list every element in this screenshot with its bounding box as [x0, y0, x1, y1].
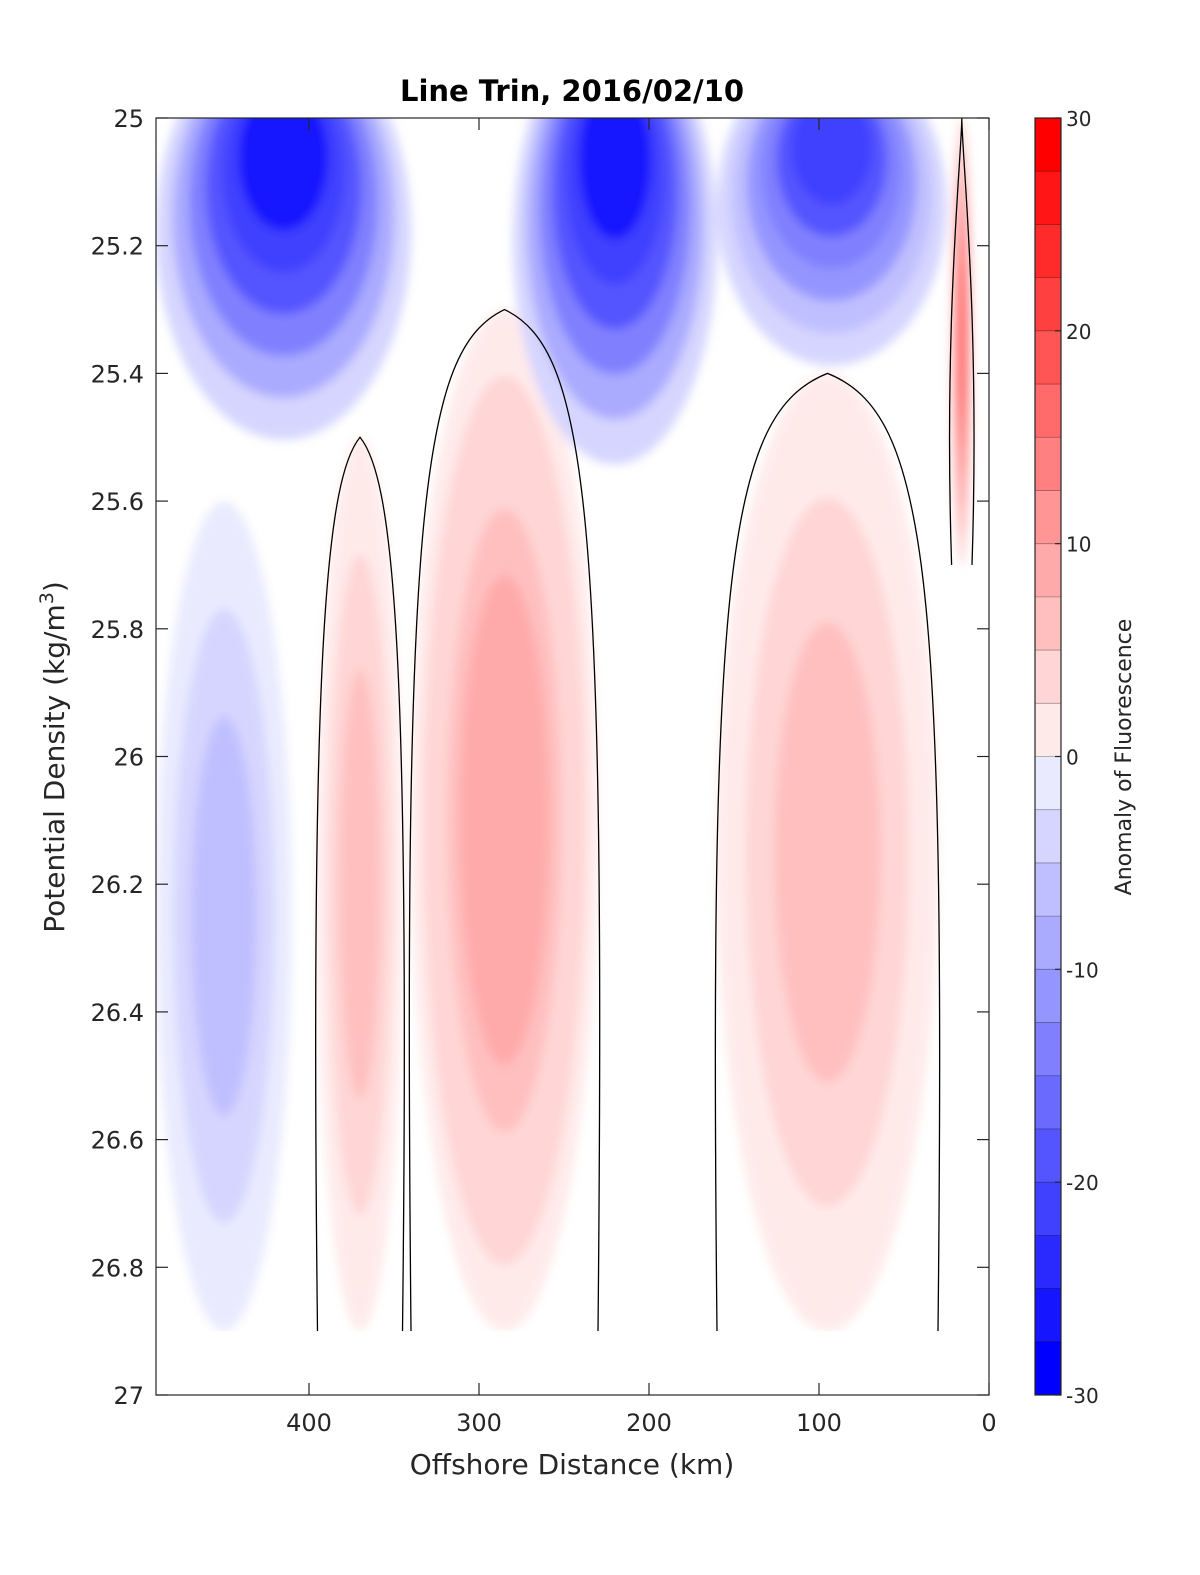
- y-tick-label: 25.8: [91, 616, 144, 644]
- zero-contour-lines: [314, 118, 975, 1332]
- colorbar-segment: [1035, 1341, 1061, 1396]
- anomaly-region-nearshore-positive-level-6: [958, 263, 966, 420]
- x-tick-label: 0: [981, 1409, 996, 1437]
- y-tick-label: 26.4: [91, 999, 144, 1027]
- colorbar-segment: [1035, 1075, 1061, 1130]
- x-tick-label: 100: [796, 1409, 842, 1437]
- y-tick-label: 26.2: [91, 871, 144, 899]
- colorbar-segment: [1035, 650, 1061, 704]
- colorbar-label: Anomaly of Fluorescence: [1112, 619, 1137, 896]
- anomaly-region-offshore-negative-level-6: [238, 118, 329, 231]
- colorbar-segment: [1035, 703, 1061, 757]
- colorbar-segment: [1035, 1182, 1061, 1236]
- y-axis-label-main: Potential Density (kg/m: [38, 604, 71, 933]
- zero-contour-positive-core-100: [714, 372, 941, 1332]
- colorbar-segment: [1035, 756, 1061, 811]
- anomaly-region-positive-core-100-level-6: [788, 684, 867, 1020]
- anomaly-region-negative-core-80-level-6: [791, 118, 872, 205]
- colorbar-segment: [1035, 384, 1061, 438]
- colorbar-tick-label: 0: [1066, 746, 1079, 770]
- colorbar-segment: [1035, 1022, 1061, 1077]
- y-tick-label: 25.6: [91, 488, 144, 516]
- anomaly-region-offshore-weak-negative-level-6: [200, 770, 248, 1062]
- chart-title: Line Trin, 2016/02/10: [400, 74, 744, 108]
- y-axis-ticks: 25 25.2 25.4 25.6 25.8 26 26.2 26.4 26.6 26.8 27: [91, 105, 989, 1410]
- y-tick-label: 26.8: [91, 1254, 144, 1282]
- colorbar-segment: [1035, 224, 1061, 279]
- colorbar-tick-label: -10: [1066, 958, 1099, 982]
- x-tick-label: 200: [626, 1409, 672, 1437]
- colorbar-segment: [1035, 330, 1061, 385]
- colorbar-segment: [1035, 916, 1061, 970]
- colorbar-segment: [1035, 596, 1061, 651]
- y-axis-label-close: ): [38, 581, 71, 592]
- anomaly-region-positive-core-390-350-level-6: [345, 727, 375, 1041]
- anomaly-region-negative-core-220-level-6: [579, 118, 651, 240]
- zero-contour-positive-core-390-350: [314, 436, 406, 1332]
- x-axis-label: Offshore Distance (km): [410, 1448, 735, 1481]
- anomaly-region-positive-core-300-level-6: [471, 641, 538, 1000]
- colorbar-tick-label: 20: [1066, 320, 1091, 344]
- colorbar-ticks: 30 20 10 0 -10 -20 -30: [1055, 107, 1099, 1408]
- colorbar-segment: [1035, 171, 1061, 225]
- colorbar-segment: [1035, 543, 1061, 598]
- y-tick-label: 25.4: [91, 360, 144, 388]
- y-tick-label: 25: [113, 105, 144, 133]
- colorbar-segment: [1035, 437, 1061, 491]
- zero-contour-positive-core-300: [408, 308, 601, 1332]
- colorbar-segment: [1035, 969, 1061, 1024]
- colorbar-tick-label: 10: [1066, 533, 1091, 557]
- colorbar-segment: [1035, 277, 1061, 332]
- colorbar-segment: [1035, 809, 1061, 864]
- plot-area: [156, 118, 989, 1395]
- colorbar-segment: [1035, 1288, 1061, 1343]
- colorbar-segment: [1035, 1128, 1061, 1183]
- x-tick-label: 300: [456, 1409, 502, 1437]
- zero-contour-nearshore-positive: [948, 118, 975, 565]
- anomaly-field: [156, 118, 972, 1332]
- y-tick-label: 27: [113, 1382, 144, 1410]
- no-data-region: [156, 1331, 989, 1395]
- y-axis-label: Potential Density (kg/m3): [36, 581, 71, 933]
- colorbar-tick-label: -30: [1066, 1384, 1099, 1408]
- y-tick-label: 26: [113, 744, 144, 772]
- y-axis-label-superscript: 3: [36, 592, 58, 604]
- x-tick-label: 400: [286, 1409, 332, 1437]
- colorbar-segment: [1035, 1235, 1061, 1290]
- colorbar-segment: [1035, 118, 1061, 172]
- colorbar: [1034, 117, 1062, 1396]
- colorbar-tick-label: -20: [1066, 1171, 1099, 1195]
- x-axis-ticks: 400 300 200 100 0: [286, 118, 997, 1437]
- y-tick-label: 26.6: [91, 1127, 144, 1155]
- colorbar-tick-label: 30: [1066, 107, 1091, 131]
- y-tick-label: 25.2: [91, 233, 144, 261]
- colorbar-segment: [1035, 862, 1061, 917]
- colorbar-segment: [1035, 490, 1061, 545]
